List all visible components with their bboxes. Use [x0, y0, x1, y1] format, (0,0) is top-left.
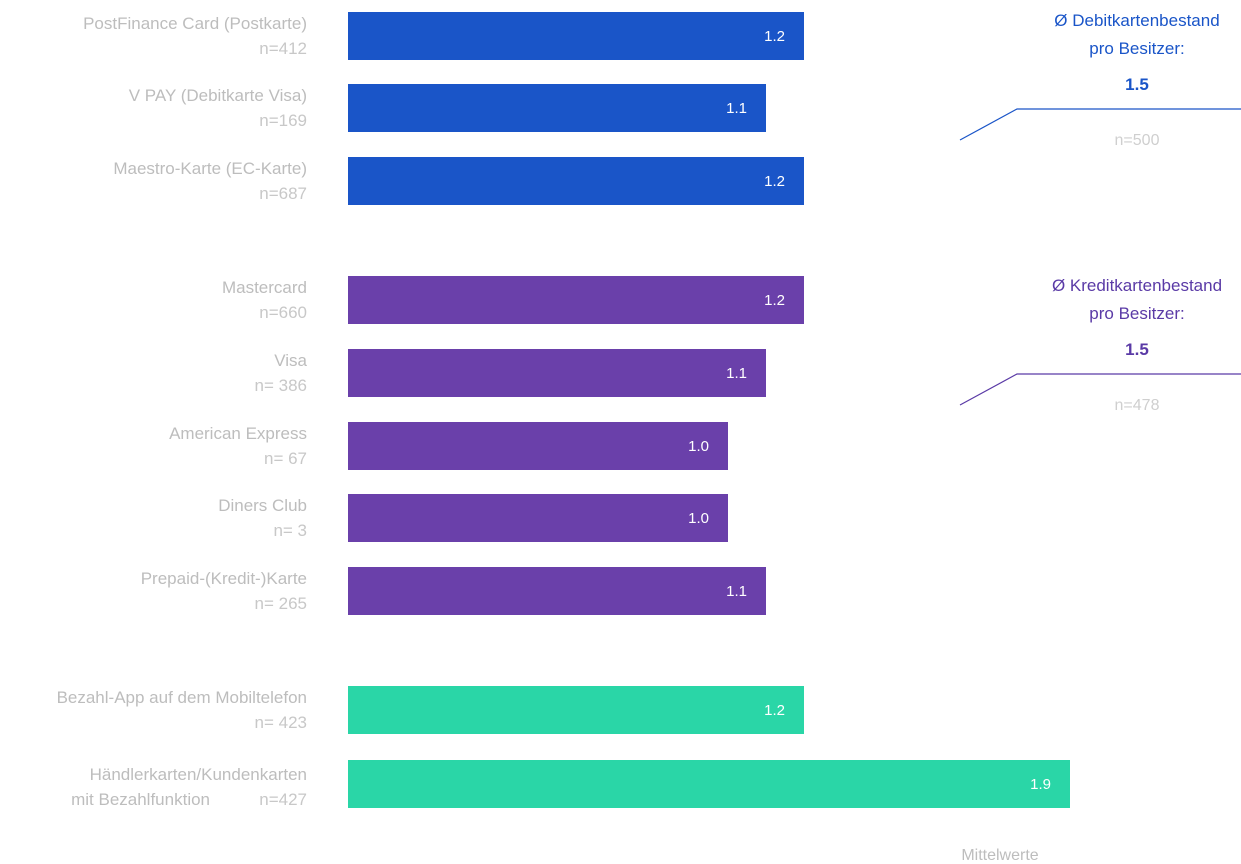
value-label: 1.2 — [764, 28, 785, 45]
category-label: Visa — [274, 351, 307, 370]
summary-title: Ø Debitkartenbestand — [1054, 11, 1219, 30]
category-label: Diners Club — [218, 496, 307, 515]
summary-sample-size: n=478 — [1115, 397, 1160, 414]
sample-size-label: n=427 — [259, 790, 307, 809]
bar-credit-4 — [348, 567, 766, 615]
bar-other-1 — [348, 760, 1070, 808]
category-label: Prepaid-(Kredit-)Karte — [141, 569, 307, 588]
sample-size-label: n= 423 — [255, 713, 307, 732]
value-label: 1.1 — [726, 100, 747, 117]
value-label: 1.9 — [1030, 776, 1051, 793]
category-label: Bezahl-App auf dem Mobiltelefon — [57, 688, 307, 707]
summary-title: Ø Kreditkartenbestand — [1052, 276, 1222, 295]
bar-credit-3 — [348, 494, 728, 542]
value-label: 1.0 — [688, 438, 709, 455]
category-label: PostFinance Card (Postkarte) — [83, 14, 307, 33]
sample-size-label: n= 67 — [264, 449, 307, 468]
value-label: 1.0 — [688, 510, 709, 527]
unit-label: Mittelwerte — [961, 847, 1038, 864]
value-label: 1.2 — [764, 173, 785, 190]
sample-size-label: n= 386 — [255, 376, 307, 395]
value-label: 1.1 — [726, 365, 747, 382]
bar-other-0 — [348, 686, 804, 734]
category-label: American Express — [169, 424, 307, 443]
category-label: V PAY (Debitkarte Visa) — [129, 86, 307, 105]
bar-debit-0 — [348, 12, 804, 60]
category-label: Maestro-Karte (EC-Karte) — [113, 159, 307, 178]
summary-divider — [959, 373, 1241, 406]
sample-size-label: n= 265 — [255, 594, 307, 613]
summary-divider — [959, 108, 1241, 141]
summary-title: pro Besitzer: — [1089, 304, 1184, 323]
sample-size-label: n=412 — [259, 39, 307, 58]
summary-value: 1.5 — [1125, 75, 1149, 94]
sample-size-label: n=687 — [259, 184, 307, 203]
value-label: 1.1 — [726, 583, 747, 600]
category-label: Händlerkarten/Kundenkarten — [90, 765, 307, 784]
bar-debit-2 — [348, 157, 804, 205]
summary-title: pro Besitzer: — [1089, 39, 1184, 58]
sample-size-label: n= 3 — [273, 521, 307, 540]
bar-debit-1 — [348, 84, 766, 132]
category-label: mit Bezahlfunktion — [71, 790, 210, 809]
summary-sample-size: n=500 — [1115, 132, 1160, 149]
bar-credit-1 — [348, 349, 766, 397]
summary-value: 1.5 — [1125, 340, 1149, 359]
bar-credit-2 — [348, 422, 728, 470]
bar-credit-0 — [348, 276, 804, 324]
sample-size-label: n=660 — [259, 303, 307, 322]
sample-size-label: n=169 — [259, 111, 307, 130]
value-label: 1.2 — [764, 292, 785, 309]
value-label: 1.2 — [764, 702, 785, 719]
category-label: Mastercard — [222, 278, 307, 297]
